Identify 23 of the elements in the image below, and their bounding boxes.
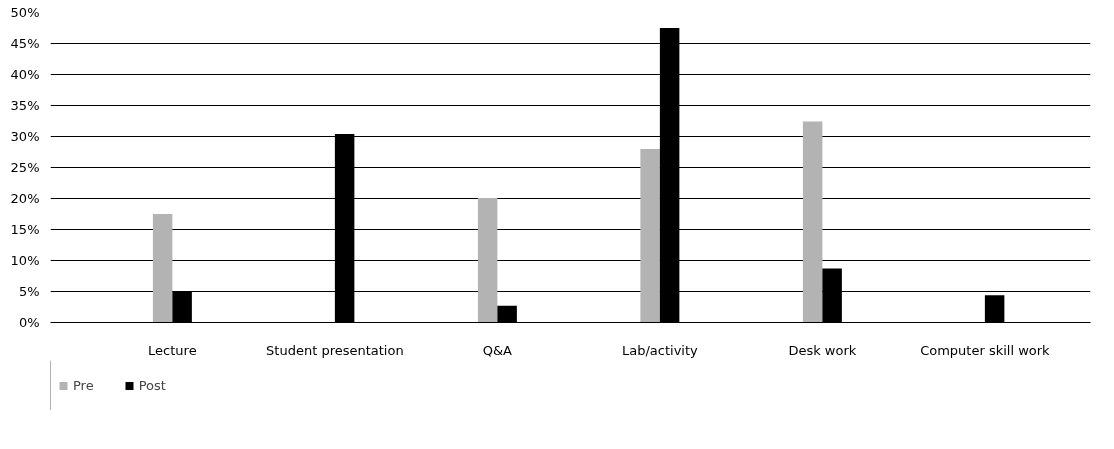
y-tick-label: 15% bbox=[10, 222, 40, 237]
legend-label: Post bbox=[138, 377, 166, 393]
y-tick-label: 50% bbox=[10, 5, 40, 20]
x-tick-label: Desk work bbox=[788, 342, 857, 358]
y-tick-label: 20% bbox=[10, 191, 40, 206]
x-tick-label: Computer skill work bbox=[920, 342, 1051, 358]
y-tick-label: 25% bbox=[10, 160, 40, 175]
y-tick-label: 10% bbox=[10, 253, 40, 268]
y-tick-label: 40% bbox=[10, 67, 40, 82]
y-tick-label: 35% bbox=[10, 98, 40, 113]
y-tick-label: 45% bbox=[10, 36, 40, 51]
bar bbox=[477, 197, 498, 323]
x-tick-label: Lab/activity bbox=[622, 342, 699, 358]
bar bbox=[802, 121, 823, 323]
bar bbox=[152, 214, 173, 323]
y-tick-label: 5% bbox=[18, 284, 40, 299]
x-tick-label: Q&A bbox=[482, 342, 513, 358]
y-tick-label: 0% bbox=[18, 315, 40, 330]
y-tick-label: 30% bbox=[10, 129, 40, 144]
x-tick-label: Lecture bbox=[148, 342, 197, 358]
x-tick-label: Student presentation bbox=[266, 342, 404, 358]
bar bbox=[640, 148, 660, 323]
legend-label: Pre bbox=[73, 377, 94, 393]
